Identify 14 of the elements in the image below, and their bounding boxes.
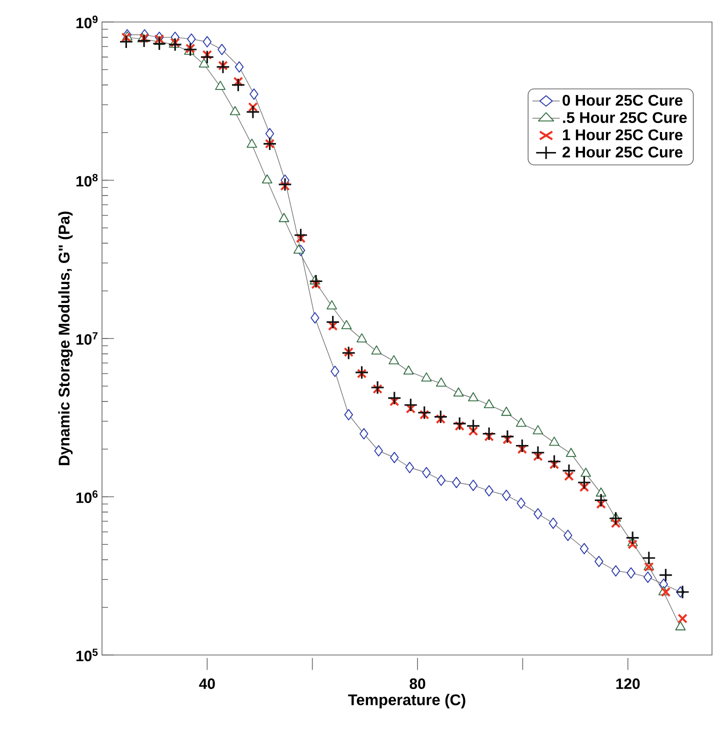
legend-label: 2 Hour 25C Cure xyxy=(562,146,682,158)
y-tick-label: 10$^{9}$ xyxy=(76,16,98,28)
y-tick-label: 10$^{7}$ xyxy=(76,332,98,345)
x-tick-label: 40 xyxy=(199,678,215,689)
legend-label: 1 Hour 25C Cure xyxy=(562,129,682,140)
y-tick-label: 10$^{6}$ xyxy=(76,490,98,504)
legend-label: .5 Hour 25C Cure xyxy=(563,112,687,124)
x-axis-title: Temperature (C) xyxy=(348,694,466,708)
y-axis-title: Dynamic Storage Modulus, G" (Pa) xyxy=(58,212,73,466)
y-tick-label: 10$^{8}$ xyxy=(76,174,98,187)
x-tick-label: 80 xyxy=(410,678,426,689)
y-tick-label: 10$^{5}$ xyxy=(76,648,98,662)
x-tick-label: 120 xyxy=(616,678,640,689)
legend-label: 0 Hour 25C Cure xyxy=(562,94,682,106)
